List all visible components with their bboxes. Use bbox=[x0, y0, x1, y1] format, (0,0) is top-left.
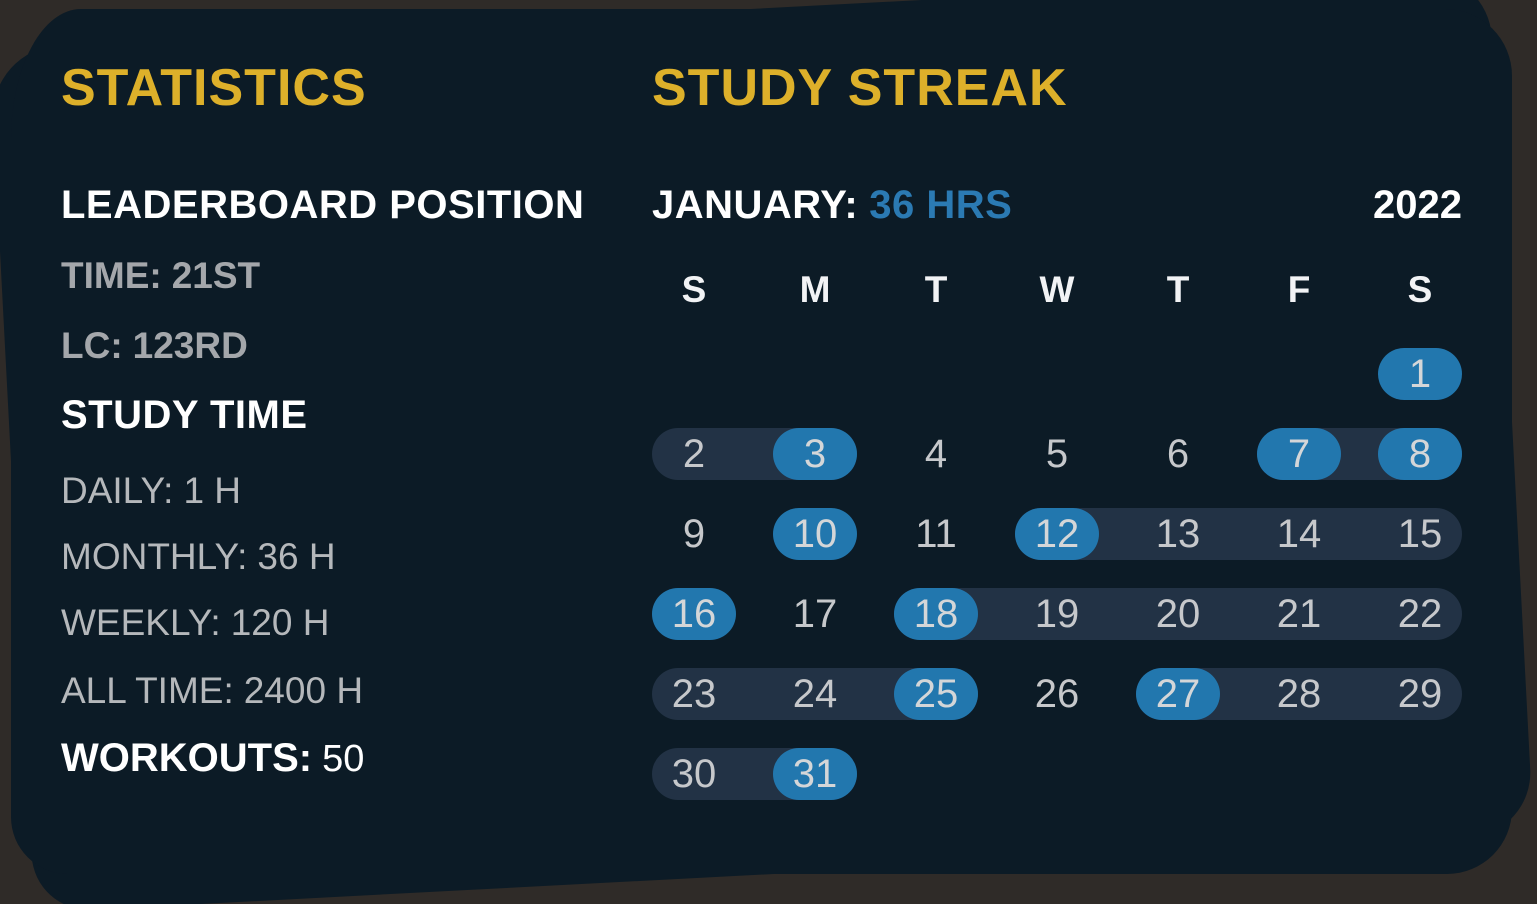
calendar-day: 14 bbox=[1276, 512, 1322, 556]
calendar-week-row: 23 24 25 26 27 28 29 bbox=[652, 668, 1462, 720]
leaderboard-lc-value: 123RD bbox=[132, 325, 248, 366]
study-time-daily-row: DAILY: 1 H bbox=[61, 472, 241, 509]
calendar-day: 28 bbox=[1276, 672, 1322, 716]
leaderboard-time-label: TIME: bbox=[61, 255, 162, 296]
day-header: F bbox=[1287, 269, 1311, 310]
workouts-label: WORKOUTS: bbox=[61, 736, 313, 780]
statistics-panel: STATISTICS LEADERBOARD POSITION TIME: 21S… bbox=[61, 62, 621, 842]
study-time-heading: STUDY TIME bbox=[61, 393, 308, 437]
calendar-day: 21 bbox=[1276, 592, 1322, 636]
workouts-row: WORKOUTS: 50 bbox=[61, 738, 364, 778]
calendar-week-row: 9 10 11 12 13 14 15 bbox=[652, 508, 1462, 560]
month-hours-group: JANUARY: 36 HRS bbox=[652, 185, 1012, 225]
stats-card: STATISTICS LEADERBOARD POSITION TIME: 21S… bbox=[11, 9, 1512, 874]
calendar-day: 13 bbox=[1155, 512, 1201, 556]
calendar-day-active: 31 bbox=[773, 748, 857, 800]
day-header: M bbox=[799, 269, 831, 310]
calendar-week-row: 30 31 bbox=[652, 748, 1462, 800]
weekly-value: 120 H bbox=[230, 602, 330, 643]
calendar-week-row: 16 17 18 19 20 21 22 bbox=[652, 588, 1462, 640]
leaderboard-position-heading: LEADERBOARD POSITION bbox=[61, 183, 585, 227]
calendar-day: 2 bbox=[682, 432, 706, 476]
alltime-value: 2400 H bbox=[243, 670, 364, 711]
workouts-value: 50 bbox=[322, 738, 365, 780]
leaderboard-time-value: 21ST bbox=[171, 255, 261, 296]
daily-value: 1 H bbox=[183, 470, 242, 511]
calendar-day: 19 bbox=[1034, 592, 1080, 636]
day-header: T bbox=[1166, 269, 1190, 310]
calendar-day-active: 25 bbox=[894, 668, 978, 720]
calendar-day-active: 3 bbox=[773, 428, 857, 480]
month-label: JANUARY: bbox=[652, 183, 859, 227]
calendar-day: 24 bbox=[792, 672, 838, 716]
calendar-day: 5 bbox=[1045, 432, 1069, 476]
monthly-value: 36 H bbox=[257, 536, 336, 577]
calendar-day-active: 7 bbox=[1257, 428, 1341, 480]
calendar-grid: 1 2 3 4 5 6 7 8 9 10 11 12 13 14 15 16 17 18 19 20 21 22 23 24 2… bbox=[652, 62, 1462, 822]
day-header: S bbox=[1407, 269, 1433, 310]
streak-bar bbox=[894, 588, 1462, 640]
leaderboard-lc-row: LC: 123RD bbox=[61, 327, 248, 364]
calendar-day-active: 10 bbox=[773, 508, 857, 560]
calendar-day-active: 18 bbox=[894, 588, 978, 640]
calendar-day-active: 27 bbox=[1136, 668, 1220, 720]
calendar-day-active: 16 bbox=[652, 588, 736, 640]
monthly-label: MONTHLY: bbox=[61, 536, 248, 577]
study-time-monthly-row: MONTHLY: 36 H bbox=[61, 538, 336, 575]
day-header: T bbox=[924, 269, 948, 310]
study-streak-title: STUDY STREAK bbox=[652, 59, 1068, 117]
calendar-day: 9 bbox=[682, 512, 706, 556]
calendar-day: 6 bbox=[1166, 432, 1190, 476]
calendar-day: 20 bbox=[1155, 592, 1201, 636]
study-time-alltime-row: ALL TIME: 2400 H bbox=[61, 672, 363, 709]
year-label: 2022 bbox=[1373, 183, 1462, 227]
leaderboard-lc-label: LC: bbox=[61, 325, 123, 366]
calendar-day: 15 bbox=[1397, 512, 1443, 556]
calendar-day: 30 bbox=[671, 752, 717, 796]
calendar-day: 23 bbox=[671, 672, 717, 716]
calendar-day: 26 bbox=[1034, 672, 1080, 716]
calendar-day: 29 bbox=[1397, 672, 1443, 716]
calendar-day-active: 8 bbox=[1378, 428, 1462, 480]
calendar-day: 11 bbox=[915, 512, 957, 556]
alltime-label: ALL TIME: bbox=[61, 670, 234, 711]
weekly-label: WEEKLY: bbox=[61, 602, 221, 643]
calendar-day-active: 1 bbox=[1378, 348, 1462, 400]
leaderboard-time-row: TIME: 21ST bbox=[61, 257, 260, 294]
month-hours-value: 36 HRS bbox=[869, 183, 1013, 227]
day-header: S bbox=[681, 269, 707, 310]
calendar-day: 17 bbox=[792, 592, 838, 636]
study-time-weekly-row: WEEKLY: 120 H bbox=[61, 604, 329, 641]
calendar-day-active: 12 bbox=[1015, 508, 1099, 560]
statistics-title: STATISTICS bbox=[61, 59, 367, 117]
calendar-month-row: JANUARY: 36 HRS 2022 bbox=[652, 185, 1462, 225]
calendar-day: 4 bbox=[924, 432, 948, 476]
calendar-day: 22 bbox=[1397, 592, 1443, 636]
daily-label: DAILY: bbox=[61, 470, 174, 511]
day-header: W bbox=[1039, 269, 1075, 310]
calendar-week-row: 1 bbox=[652, 348, 1462, 400]
